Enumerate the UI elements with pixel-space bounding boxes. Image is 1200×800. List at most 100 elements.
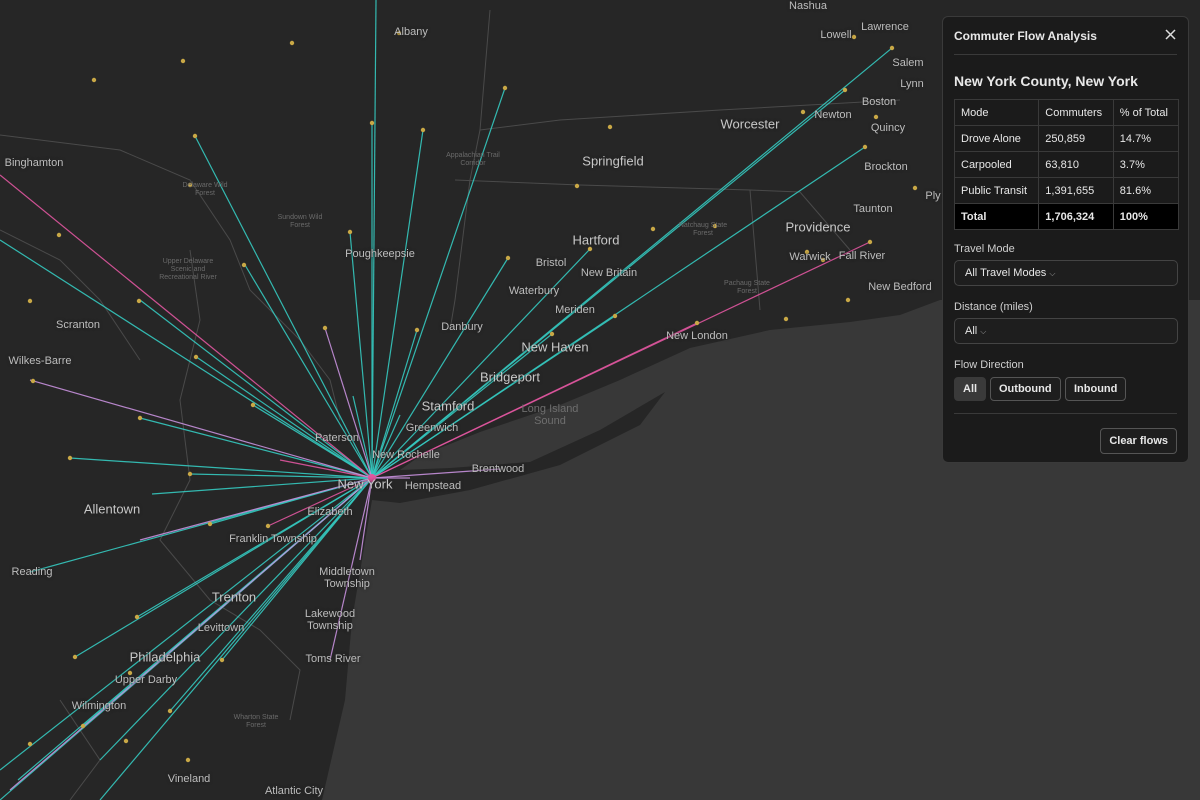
flow-line <box>194 135 373 479</box>
city-dot <box>80 723 86 729</box>
place-label: New Britain <box>580 267 638 279</box>
place-label: New York <box>337 476 393 492</box>
table-cell: 14.7% <box>1112 125 1180 152</box>
city-dot <box>912 185 918 191</box>
city-dot <box>219 657 225 663</box>
city-dot <box>207 521 213 527</box>
table-row: Total 1,706,324 100% <box>953 203 1180 230</box>
city-dot <box>193 354 199 360</box>
city-dot <box>845 297 851 303</box>
flow-line <box>0 477 373 771</box>
city-dot <box>862 144 868 150</box>
city-dot <box>187 182 193 188</box>
city-dot <box>136 298 142 304</box>
area-label: Long Island Sound <box>521 403 579 427</box>
table-cell: Drove Alone <box>953 125 1040 152</box>
city-dot <box>123 738 129 744</box>
table-cell: Total <box>953 203 1040 230</box>
flow-line <box>169 477 373 712</box>
table-row: Drove Alone 250,859 14.7% <box>953 125 1180 152</box>
place-label: Providence <box>785 219 851 235</box>
table-cell: 3.7% <box>1112 151 1180 178</box>
city-dot <box>185 757 191 763</box>
flow-line <box>267 477 373 527</box>
flow-line <box>0 174 373 479</box>
city-dot <box>574 183 580 189</box>
city-dot <box>414 327 420 333</box>
flow-line <box>194 355 373 479</box>
flow-direction-label: Flow Direction <box>954 359 1024 371</box>
flow-line <box>371 129 424 479</box>
table-row: Mode Commuters% of Total <box>953 99 1180 126</box>
table-cell: 100% <box>1112 203 1180 230</box>
area-label: Wharton State Forest <box>233 714 279 729</box>
flow-line <box>0 239 373 479</box>
flow-line <box>29 379 373 479</box>
divider <box>954 413 1177 414</box>
city-dot <box>587 246 593 252</box>
direction-button[interactable]: Outbound <box>990 377 1061 401</box>
place-label: Nashua <box>789 0 827 12</box>
place-label: Lynn <box>900 78 924 90</box>
place-label: Lawrence <box>861 21 909 33</box>
flow-line <box>9 477 373 791</box>
city-dot <box>396 30 402 36</box>
flow-panel: Commuter Flow Analysis New York County, … <box>942 16 1189 463</box>
place-label: Newton <box>814 109 852 121</box>
flow-line <box>371 87 506 479</box>
flow-line <box>69 457 373 479</box>
city-dot <box>712 223 718 229</box>
borders <box>0 9 901 800</box>
city-dot <box>241 262 247 268</box>
city-dot <box>549 331 555 337</box>
table-cell: 1,706,324 <box>1038 203 1114 230</box>
direction-button[interactable]: All <box>954 377 987 401</box>
place-label: Warwick <box>789 251 831 263</box>
city-dot <box>91 77 97 83</box>
flow-line <box>139 299 373 479</box>
place-label: Wilmington <box>71 700 127 712</box>
flow-line <box>139 477 373 541</box>
place-label: Brockton <box>864 161 908 173</box>
place-label: Meriden <box>555 304 595 316</box>
flow-line <box>359 477 373 561</box>
place-label: Franklin Township <box>229 533 317 545</box>
flow-line <box>371 89 846 479</box>
place-label: Bridgeport <box>480 369 540 385</box>
area-label: Natchaug State Forest <box>678 222 728 237</box>
place-label: Greenwich <box>405 422 459 434</box>
flows <box>0 0 893 800</box>
clear-flows-button[interactable]: Clear flows <box>1100 428 1177 454</box>
place-label: Quincy <box>870 122 906 134</box>
place-label: Hempstead <box>404 480 462 492</box>
city-dot <box>783 316 789 322</box>
area-label: Upper Delaware Scenic and Recreational R… <box>159 258 217 281</box>
place-label: Salem <box>892 57 924 69</box>
city-dot <box>167 708 173 714</box>
table-row: Carpooled 63,810 3.7% <box>953 151 1180 178</box>
flow-line <box>352 395 373 479</box>
place-label: Middletown Township <box>319 566 375 590</box>
distance-label: Distance (miles) <box>954 301 1033 313</box>
place-label: Vineland <box>167 773 211 785</box>
place-label: Elizabeth <box>307 506 353 518</box>
table-cell: Public Transit <box>953 177 1040 204</box>
distance-select[interactable]: All ⌵ <box>954 318 1178 344</box>
flow-line <box>324 327 373 479</box>
city-dot <box>127 670 133 676</box>
city-dot <box>187 471 193 477</box>
select-value: All <box>965 325 978 337</box>
city-dot <box>134 614 140 620</box>
place-label: Paterson <box>314 432 360 444</box>
direction-button[interactable]: Inbound <box>1065 377 1127 401</box>
flow-line <box>189 473 373 479</box>
place-label: Poughkeepsie <box>345 248 415 260</box>
travel-mode-select[interactable]: All Travel Modes ⌵ <box>954 260 1178 286</box>
place-label: Upper Darby <box>114 674 178 686</box>
city-dot <box>180 58 186 64</box>
close-button[interactable] <box>1165 29 1176 40</box>
flow-line <box>139 417 373 479</box>
city-dot <box>27 298 33 304</box>
flow-line <box>371 414 401 479</box>
flow-line <box>151 477 373 495</box>
